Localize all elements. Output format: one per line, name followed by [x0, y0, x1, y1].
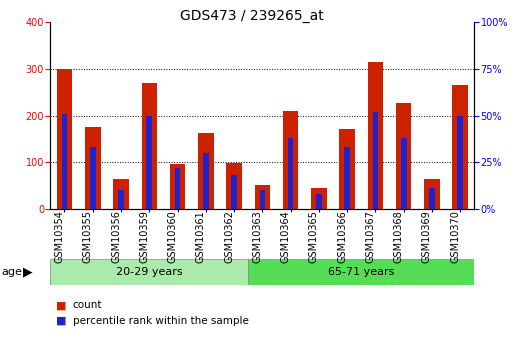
Bar: [85, 127, 101, 209]
Bar: [396, 103, 411, 209]
Bar: [283, 111, 298, 209]
Text: GSM10368: GSM10368: [394, 210, 404, 263]
Text: GSM10367: GSM10367: [365, 210, 375, 263]
Bar: [424, 179, 440, 209]
Text: 65-71 years: 65-71 years: [328, 267, 394, 277]
Bar: [226, 163, 242, 209]
Bar: [401, 138, 407, 209]
Bar: [373, 112, 378, 209]
Text: GSM10365: GSM10365: [309, 210, 319, 263]
Bar: [260, 190, 265, 209]
Text: GDS473 / 239265_at: GDS473 / 239265_at: [180, 9, 324, 23]
Bar: [311, 188, 326, 209]
Bar: [203, 153, 209, 209]
Bar: [453, 85, 468, 209]
Bar: [344, 147, 350, 209]
Bar: [57, 69, 72, 209]
Text: GSM10362: GSM10362: [224, 210, 234, 263]
Bar: [198, 133, 214, 209]
Bar: [316, 194, 322, 209]
Bar: [118, 190, 124, 209]
Text: 20-29 years: 20-29 years: [116, 267, 183, 277]
Text: ■: ■: [56, 316, 66, 326]
Bar: [457, 116, 463, 209]
Bar: [248, 259, 474, 285]
Text: GSM10360: GSM10360: [167, 210, 178, 263]
Text: count: count: [73, 300, 102, 310]
Bar: [339, 129, 355, 209]
Text: ▶: ▶: [23, 265, 32, 278]
Text: GSM10355: GSM10355: [83, 210, 93, 264]
Bar: [142, 83, 157, 209]
Bar: [288, 138, 294, 209]
Text: GSM10354: GSM10354: [55, 210, 65, 263]
Text: GSM10361: GSM10361: [196, 210, 206, 263]
Bar: [50, 259, 248, 285]
Text: percentile rank within the sample: percentile rank within the sample: [73, 316, 249, 326]
Bar: [429, 188, 435, 209]
Text: GSM10356: GSM10356: [111, 210, 121, 263]
Bar: [368, 62, 383, 209]
Bar: [90, 147, 95, 209]
Bar: [170, 164, 185, 209]
Bar: [175, 168, 180, 209]
Text: ■: ■: [56, 300, 66, 310]
Bar: [113, 179, 129, 209]
Text: GSM10366: GSM10366: [337, 210, 347, 263]
Text: age: age: [2, 267, 22, 277]
Text: GSM10363: GSM10363: [252, 210, 262, 263]
Text: GSM10369: GSM10369: [422, 210, 432, 263]
Bar: [61, 114, 67, 209]
Bar: [231, 175, 237, 209]
Bar: [146, 116, 152, 209]
Text: GSM10359: GSM10359: [139, 210, 149, 263]
Text: GSM10364: GSM10364: [280, 210, 290, 263]
Bar: [254, 186, 270, 209]
Text: GSM10370: GSM10370: [450, 210, 460, 263]
